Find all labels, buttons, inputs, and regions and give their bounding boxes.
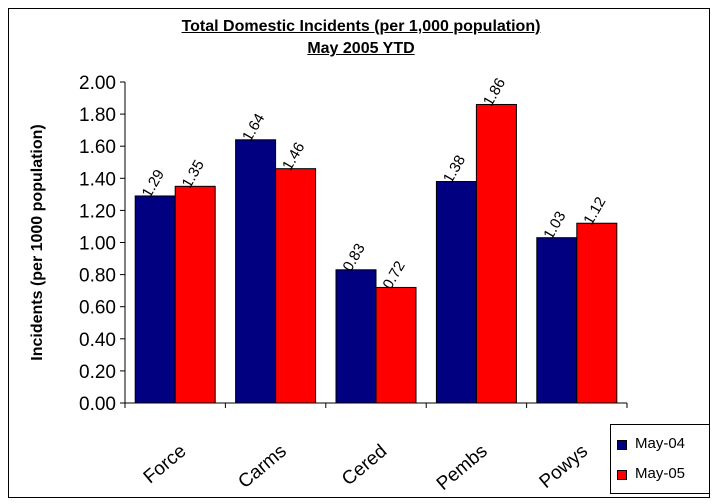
legend: May-04 May-05: [610, 424, 710, 494]
y-tick-label: 0.00: [79, 394, 116, 415]
y-tick-label: 1.00: [79, 234, 116, 255]
legend-swatch-may-04: [617, 440, 627, 450]
x-category-label: Force: [140, 441, 191, 488]
bar-may-05-cered: [375, 286, 417, 404]
bar-may-05-carms: [275, 168, 317, 404]
y-tick-label: 2.00: [79, 73, 116, 94]
chart-title: Total Domestic Incidents (per 1,000 popu…: [181, 18, 541, 35]
y-tick-label: 0.40: [79, 330, 116, 351]
y-tick-label: 0.80: [79, 266, 116, 287]
x-category-label: Pembs: [433, 441, 492, 495]
bar-may-04-force: [134, 195, 176, 404]
bar-may-05-force: [174, 185, 216, 404]
legend-label-may-05: May-05: [635, 465, 686, 482]
y-tick-label: 0.60: [79, 298, 116, 319]
bar-may-04-pembs: [435, 181, 477, 404]
legend-label-may-04: May-04: [635, 435, 686, 452]
y-tick-label: 1.20: [79, 201, 116, 222]
x-category-label: Cered: [338, 441, 391, 490]
y-tick-label: 1.60: [79, 137, 116, 158]
y-tick-label: 1.80: [79, 105, 116, 126]
bar-may-05-pembs: [475, 103, 517, 404]
y-tick-label: 0.20: [79, 362, 116, 383]
y-tick-label: 1.40: [79, 169, 116, 190]
bar-may-04-carms: [235, 139, 277, 404]
y-axis-label: Incidents (per 1000 population): [29, 124, 46, 360]
bar-may-05-powys: [576, 222, 618, 404]
bar-may-04-cered: [335, 269, 377, 404]
bar-may-04-powys: [536, 237, 578, 404]
x-category-label: Carms: [234, 441, 290, 493]
x-category-label: Powys: [536, 441, 592, 493]
chart-subtitle: May 2005 YTD: [307, 40, 415, 57]
legend-swatch-may-05: [617, 470, 627, 480]
